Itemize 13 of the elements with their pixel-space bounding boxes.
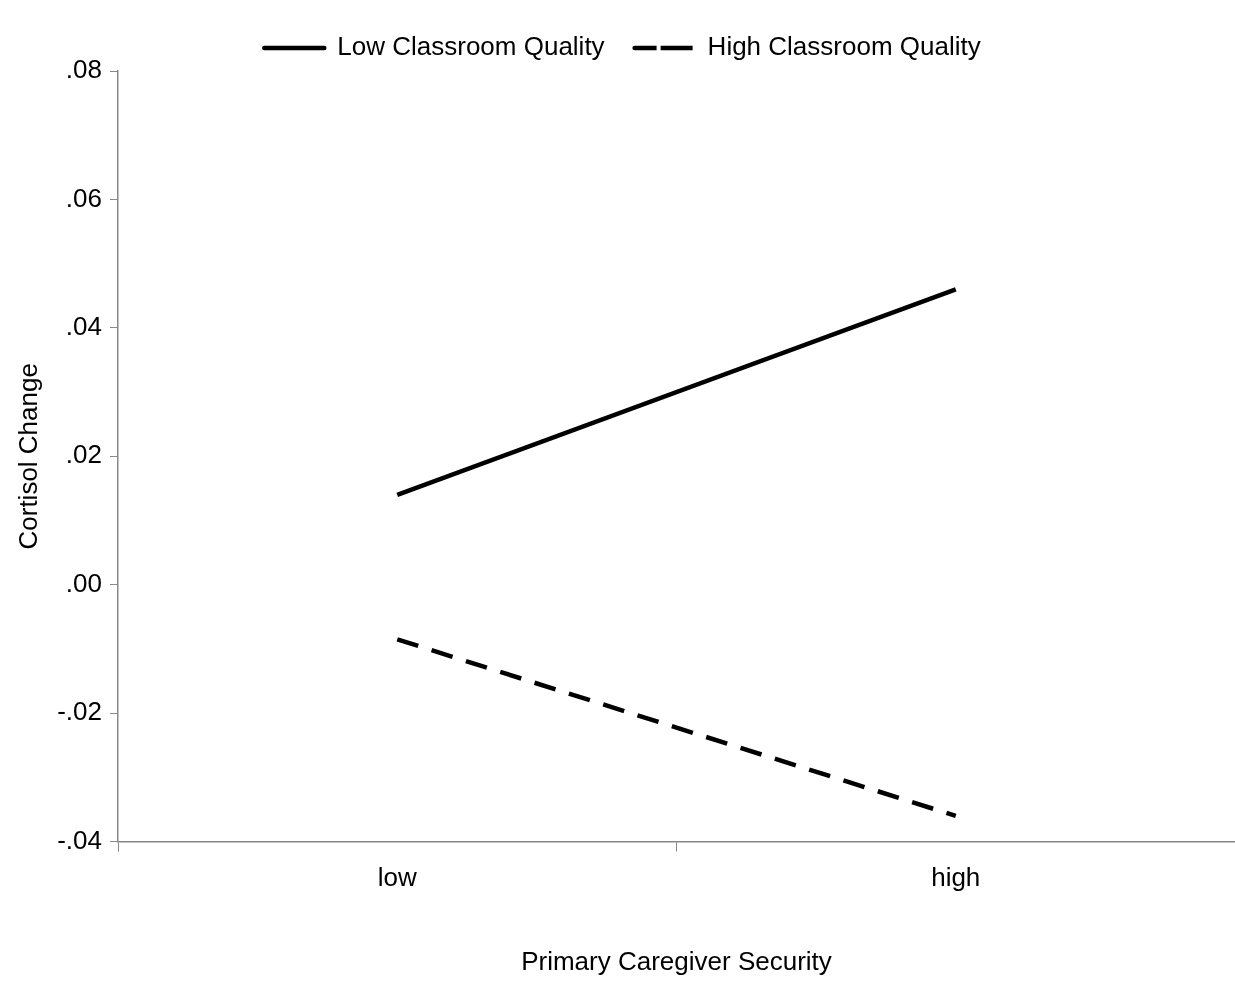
y-axis-title: Cortisol Change [12, 363, 43, 550]
x-tick-label: high [931, 862, 981, 893]
legend-label: Low Classroom Quality [337, 31, 605, 62]
x-tick-label: low [377, 862, 417, 893]
y-tick-label: -.04 [57, 824, 102, 855]
y-tick-label: .06 [65, 182, 102, 213]
y-tick-label: .04 [65, 311, 102, 342]
y-tick-label: .00 [65, 567, 102, 598]
y-tick-label: .08 [65, 54, 102, 85]
legend-label: High Classroom Quality [707, 31, 981, 62]
y-tick-label: -.02 [57, 696, 102, 727]
x-axis-title: Primary Caregiver Security [521, 945, 832, 976]
y-tick-label: .02 [65, 439, 102, 470]
